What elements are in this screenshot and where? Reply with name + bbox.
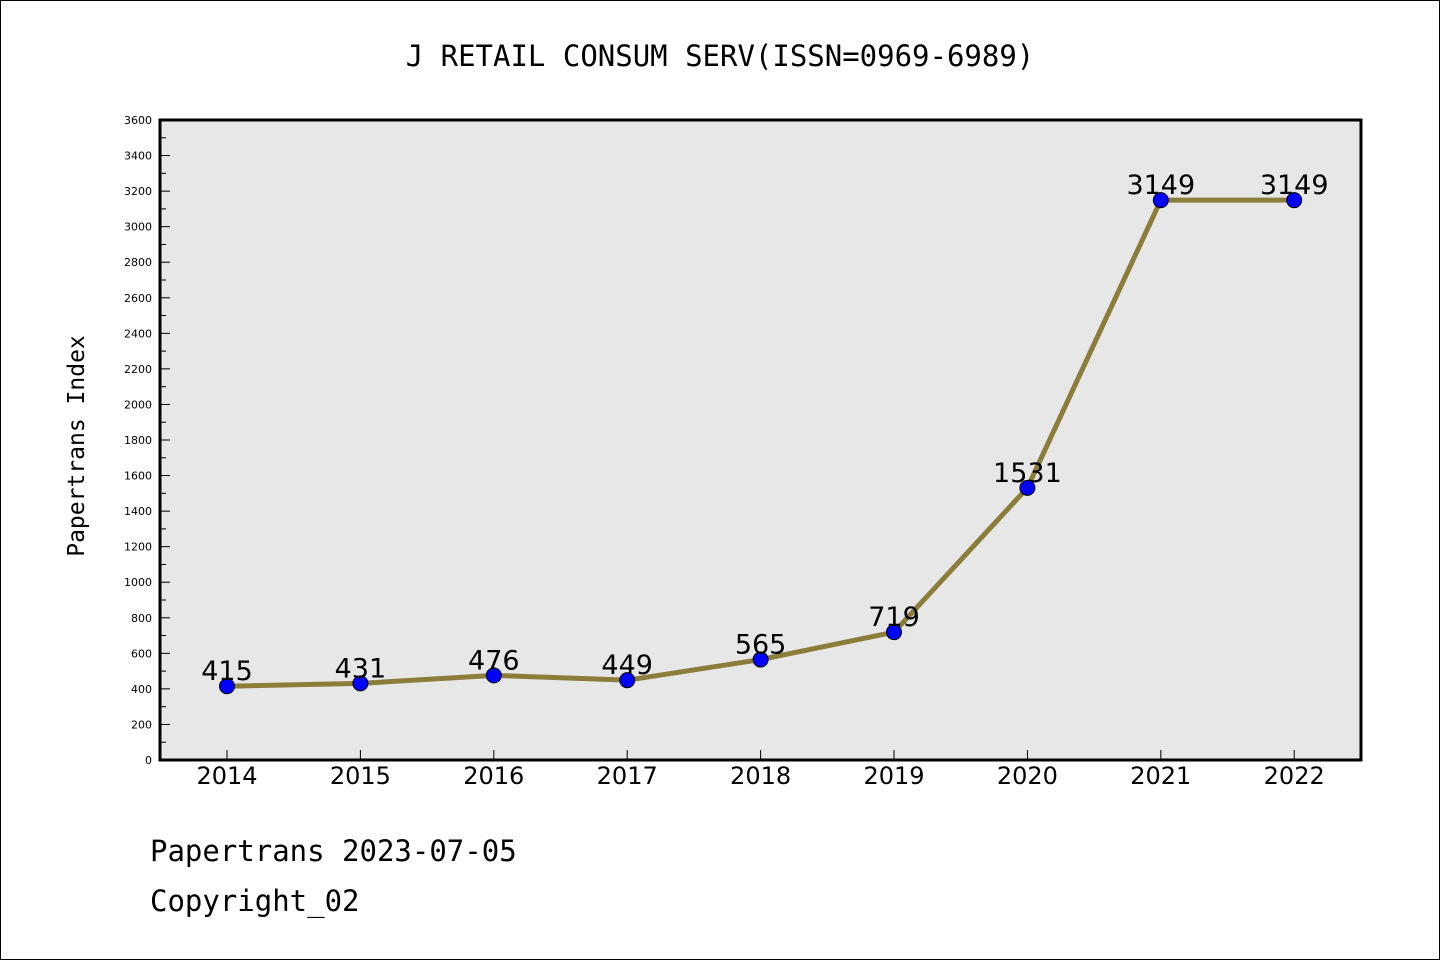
y-tick-label: 200 (131, 718, 152, 731)
x-tick-label: 2016 (463, 762, 524, 790)
data-point (352, 675, 369, 692)
y-tick-label: 1400 (124, 505, 152, 518)
y-tick-label: 800 (131, 612, 152, 625)
data-point (1286, 192, 1303, 209)
data-label: 449 (601, 650, 653, 681)
x-tick-label: 2019 (863, 762, 924, 790)
y-tick-label: 400 (131, 683, 152, 696)
y-tick-label: 3200 (124, 185, 152, 198)
data-label: 415 (201, 656, 253, 687)
data-point (485, 667, 502, 684)
data-point (1019, 479, 1036, 496)
y-tick-label: 1600 (124, 470, 152, 483)
x-tick-label: 2020 (997, 762, 1058, 790)
x-tick-label: 2017 (597, 762, 658, 790)
y-tick-label: 0 (145, 754, 152, 767)
y-tick-label: 2600 (124, 292, 152, 305)
data-point (752, 651, 769, 668)
y-tick-label: 3000 (124, 221, 152, 234)
y-axis: 0 200 400 600 800 1000 1200 1400 1600 1800 2000 220… (124, 114, 170, 767)
data-label: 431 (335, 653, 387, 684)
y-tick-label: 1800 (124, 434, 152, 447)
y-tick-label: 600 (131, 647, 152, 660)
x-axis: 2014 2015 2016 2017 2018 2019 2020 2021 2022 (196, 750, 1325, 790)
footer-copyright: Copyright_02 (150, 884, 360, 918)
y-tick-label: 1200 (124, 541, 152, 554)
y-tick-label: 2400 (124, 327, 152, 340)
data-label: 3149 (1126, 170, 1195, 201)
data-point (219, 678, 235, 695)
y-tick-label: 1000 (124, 576, 152, 589)
data-labels: 415 431 476 449 565 719 1531 3149 3149 (201, 170, 1328, 687)
y-tick-label: 3600 (124, 114, 152, 127)
footer-date: Papertrans 2023-07-05 (150, 834, 517, 868)
data-label: 3149 (1260, 170, 1329, 201)
data-point (886, 624, 902, 641)
data-label: 476 (468, 645, 520, 676)
data-label: 565 (735, 630, 787, 661)
y-tick-label: 2200 (124, 363, 152, 376)
data-point (1152, 192, 1169, 209)
x-tick-label: 2021 (1130, 762, 1191, 790)
y-tick-label: 2000 (124, 398, 152, 411)
data-point (619, 672, 636, 689)
data-label: 1531 (993, 458, 1062, 489)
x-tick-label: 2022 (1264, 762, 1325, 790)
x-tick-label: 2015 (330, 762, 391, 790)
data-markers (219, 192, 1303, 695)
data-label: 719 (868, 602, 920, 633)
chart-title: J RETAIL CONSUM SERV(ISSN=0969-6989) (406, 39, 1035, 73)
y-tick-label: 3400 (124, 150, 152, 163)
y-tick-label: 2800 (124, 256, 152, 269)
x-tick-label: 2014 (196, 762, 257, 790)
plot-border (158, 118, 1363, 762)
y-axis-label: Papertrans Index (64, 335, 90, 557)
x-tick-label: 2018 (730, 762, 791, 790)
